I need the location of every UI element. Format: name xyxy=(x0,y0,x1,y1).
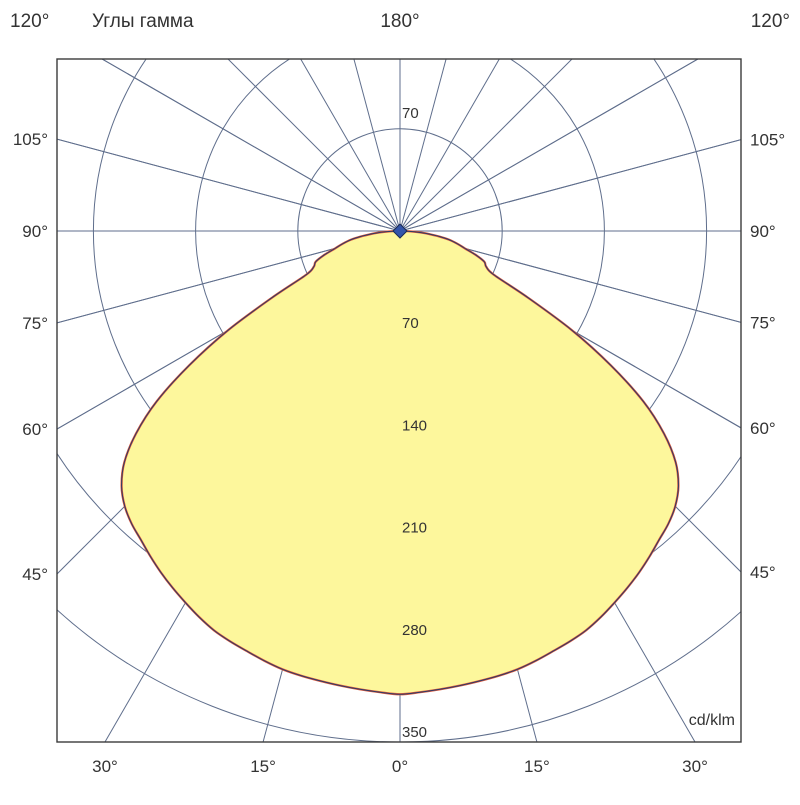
svg-text:0°: 0° xyxy=(392,757,408,776)
svg-text:350: 350 xyxy=(402,724,427,741)
svg-text:45°: 45° xyxy=(22,565,48,584)
svg-text:210: 210 xyxy=(402,520,427,537)
svg-text:105°: 105° xyxy=(13,130,48,149)
svg-text:15°: 15° xyxy=(250,757,276,776)
svg-text:140: 140 xyxy=(402,417,427,434)
svg-text:90°: 90° xyxy=(22,222,48,241)
svg-text:15°: 15° xyxy=(524,757,550,776)
svg-text:30°: 30° xyxy=(682,757,708,776)
svg-text:90°: 90° xyxy=(750,222,776,241)
svg-text:60°: 60° xyxy=(22,420,48,439)
svg-text:cd/klm: cd/klm xyxy=(689,712,735,729)
svg-text:120°: 120° xyxy=(10,11,49,32)
svg-text:70: 70 xyxy=(402,315,419,332)
svg-text:75°: 75° xyxy=(22,314,48,333)
svg-text:280: 280 xyxy=(402,622,427,639)
svg-text:Углы гамма: Углы гамма xyxy=(92,11,194,32)
svg-text:75°: 75° xyxy=(750,313,776,332)
svg-text:60°: 60° xyxy=(750,419,776,438)
svg-text:180°: 180° xyxy=(380,11,419,32)
svg-text:70: 70 xyxy=(402,105,419,122)
svg-text:30°: 30° xyxy=(92,757,118,776)
svg-text:45°: 45° xyxy=(750,563,776,582)
svg-text:105°: 105° xyxy=(750,131,785,150)
svg-text:120°: 120° xyxy=(751,11,790,32)
